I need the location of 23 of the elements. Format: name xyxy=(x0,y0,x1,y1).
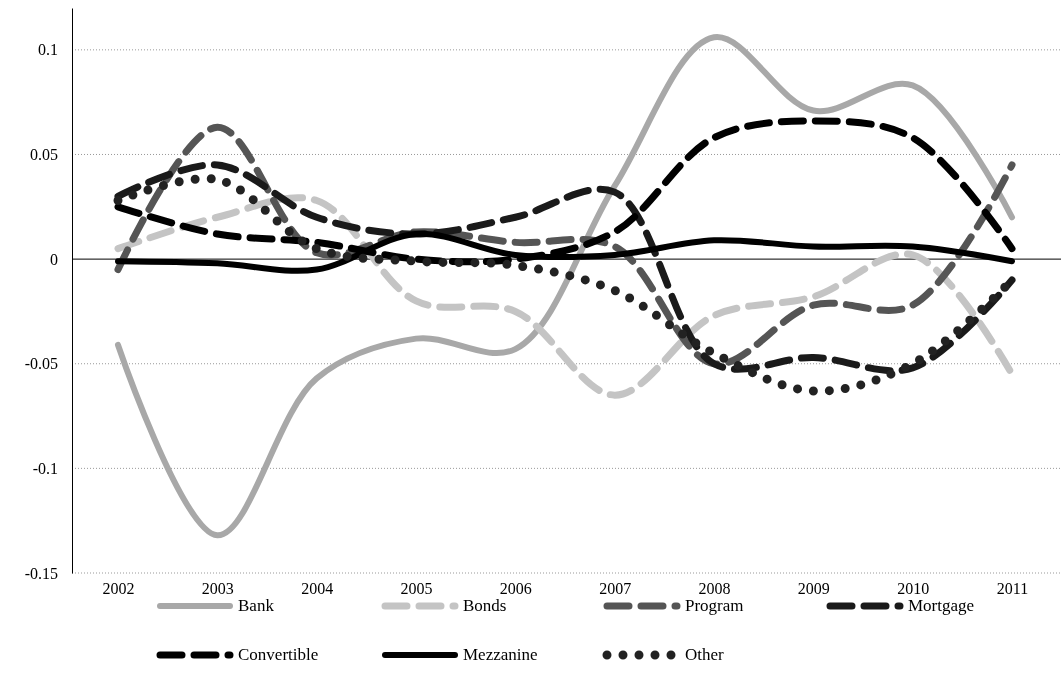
x-tick-label: 2008 xyxy=(698,580,731,598)
y-tick-label: 0 xyxy=(50,250,58,268)
legend-label: Bank xyxy=(238,596,275,615)
legend-label: Convertible xyxy=(238,645,319,664)
legend-label: Program xyxy=(685,596,744,615)
x-tick-label: 2005 xyxy=(400,580,433,598)
y-tick-label: 0.1 xyxy=(38,41,58,59)
x-tick-label: 2011 xyxy=(996,580,1029,598)
legend-label: Mortgage xyxy=(908,596,975,615)
legend-label: Other xyxy=(685,645,725,664)
x-tick-label: 2002 xyxy=(102,580,135,598)
x-tick-label: 2004 xyxy=(301,580,334,598)
y-tick-label: -0.1 xyxy=(32,459,58,477)
legend-label: Mezzanine xyxy=(463,645,538,664)
y-tick-label: -0.15 xyxy=(24,564,58,582)
x-tick-label: 2010 xyxy=(897,580,930,598)
y-tick-label: -0.05 xyxy=(24,355,58,373)
x-tick-label: 2003 xyxy=(201,580,234,598)
x-tick-label: 2006 xyxy=(499,580,532,598)
x-tick-label: 2007 xyxy=(599,580,632,598)
y-tick-label: 0.05 xyxy=(30,146,58,164)
legend-label: Bonds xyxy=(463,596,507,615)
x-tick-label: 2009 xyxy=(797,580,830,598)
